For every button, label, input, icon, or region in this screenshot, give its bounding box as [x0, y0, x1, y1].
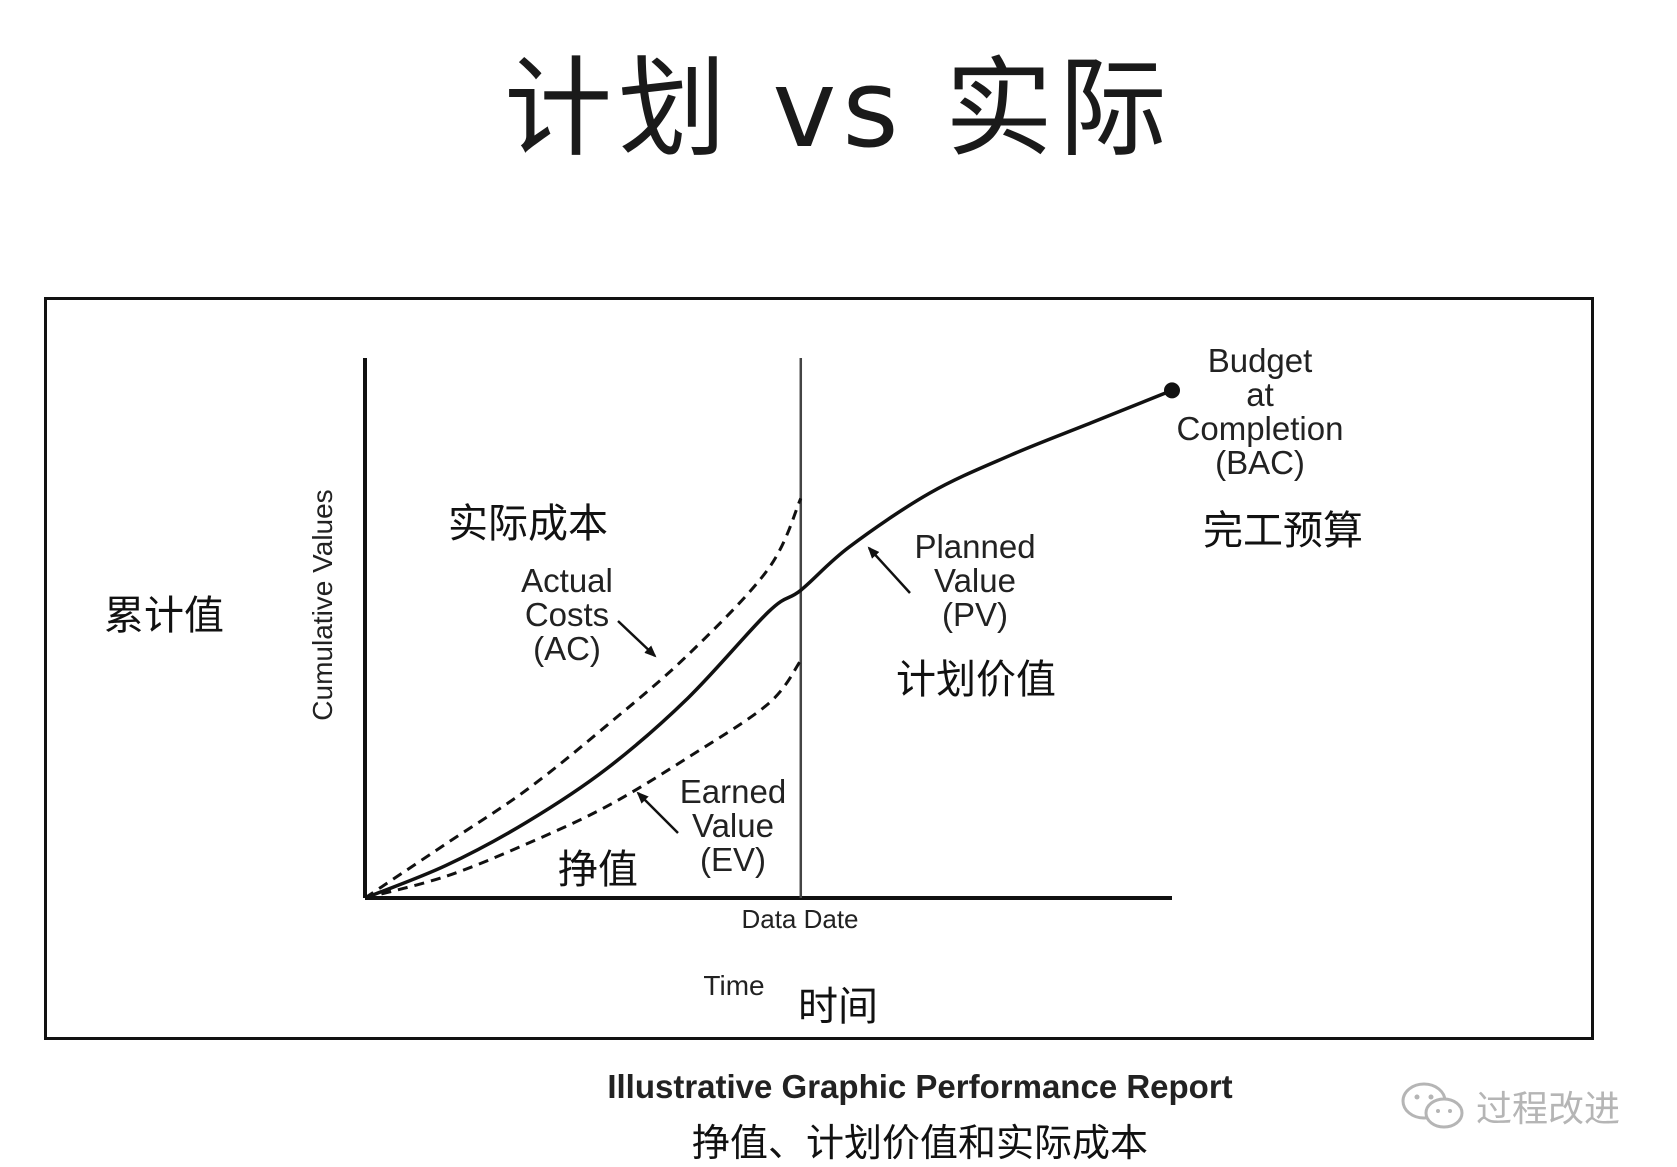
planned-value-cn-label: 计划价值 [896, 657, 1056, 703]
caption-english: Illustrative Graphic Performance Report [607, 1068, 1233, 1105]
ev-annotation-line: Value [692, 807, 774, 844]
bac-annotation-line: Completion [1176, 410, 1344, 447]
ac-arrow [617, 620, 657, 658]
pv-annotation-line: Planned [914, 528, 1036, 565]
ac-annotation-line: Costs [524, 596, 610, 633]
watermark: 过程改进 [1400, 1080, 1620, 1132]
pv-annotation-line: Value [934, 562, 1016, 599]
ev-annotation-line: Earned [679, 773, 787, 810]
ac-annotation-line: Actual [521, 562, 613, 599]
series-line-earned-value-ev [364, 659, 803, 900]
ev-annotation-line: (EV) [700, 841, 766, 878]
time-cn-label: 时间 [798, 984, 878, 1030]
y-axis-label: Cumulative Values [307, 489, 338, 720]
data-date-label: Data Date [741, 904, 858, 934]
caption-chinese: 挣值、计划价值和实际成本 [691, 1121, 1148, 1165]
chart-frame [44, 297, 1594, 1040]
series-line-actual-costs-ac [364, 497, 803, 900]
bac-annotation-line: at [1246, 376, 1274, 413]
ev-arrow [636, 791, 679, 834]
bac-annotation: Budget at Completion (BAC) [1150, 344, 1370, 480]
bac-point [1164, 382, 1180, 399]
page-title: 计划 vs 实际 [504, 47, 1173, 172]
ev-annotation: Earned Value (EV) [658, 775, 808, 877]
series-line-planned-value-pv [364, 388, 1173, 900]
ac-annotation-line: (AC) [533, 630, 601, 667]
ac-annotation: Actual Costs (AC) [497, 564, 637, 666]
bac-annotation-line: (BAC) [1215, 444, 1305, 481]
earned-value-cn-label: 挣值 [558, 847, 638, 893]
watermark-text: 过程改进 [1476, 1089, 1621, 1130]
pv-annotation-line: (PV) [942, 596, 1008, 633]
cumulative-cn-label: 累计值 [104, 593, 224, 639]
x-axis-label: Time [703, 970, 764, 1001]
wechat-icon [1401, 1082, 1464, 1129]
actual-cost-cn-label: 实际成本 [448, 501, 608, 547]
pv-arrow [867, 546, 911, 594]
pv-annotation: Planned Value (PV) [880, 530, 1070, 632]
bac-cn-label: 完工预算 [1203, 508, 1363, 554]
bac-annotation-line: Budget [1207, 342, 1313, 379]
